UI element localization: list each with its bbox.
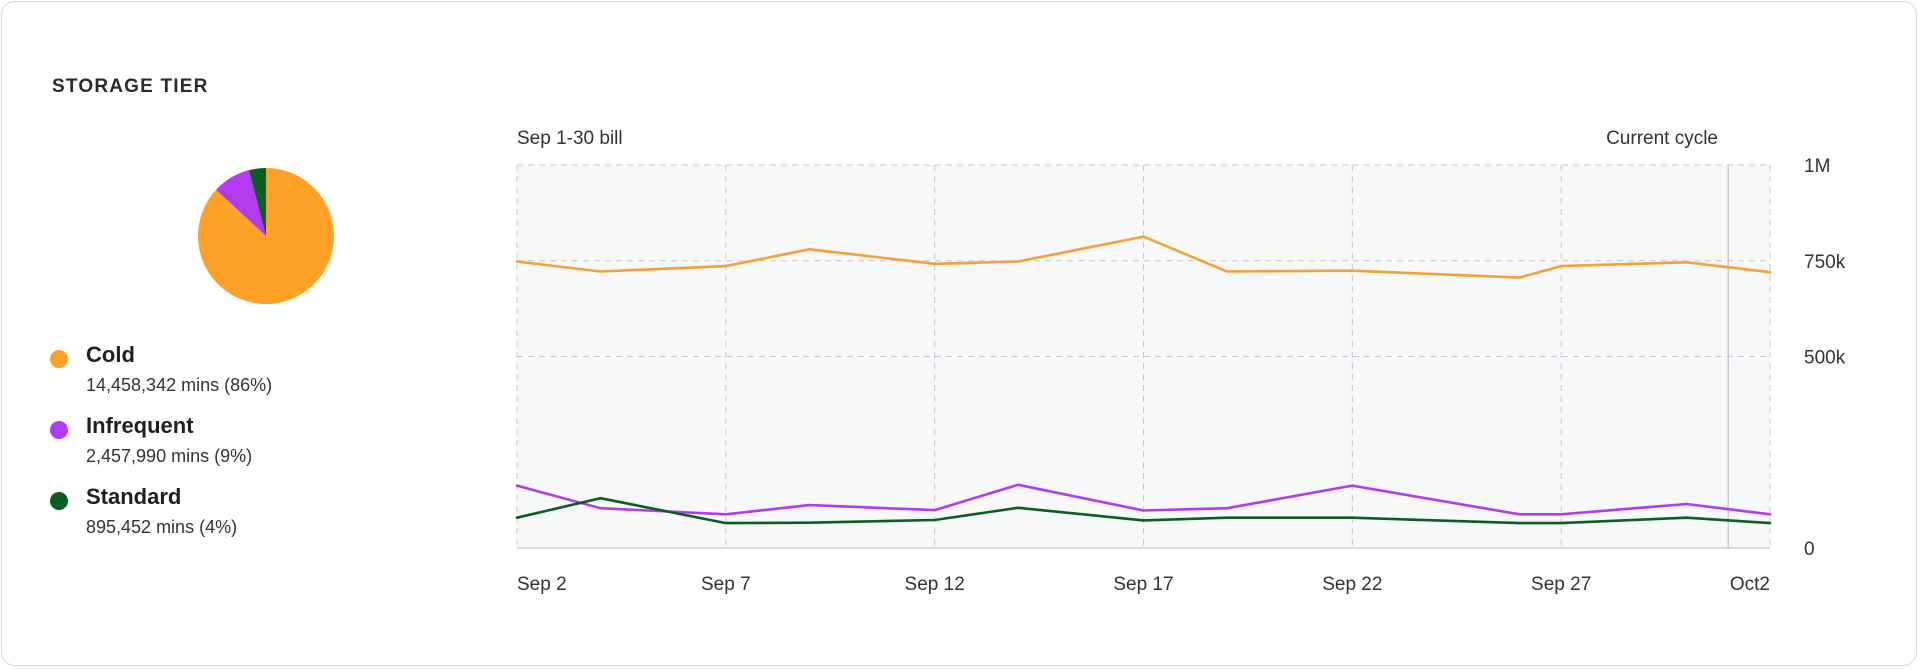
series-line-standard: [515, 496, 1772, 525]
y-tick-label: 1M: [1804, 156, 1830, 177]
y-tick-label: 500k: [1804, 348, 1846, 369]
bill-period-label: Sep 1-30 bill: [517, 128, 623, 149]
legend-label-cold: Cold: [86, 342, 135, 367]
x-tick-label: Sep 2: [517, 574, 567, 595]
legend-dot-standard: [50, 492, 68, 510]
storage-tier-pie-chart: [198, 168, 334, 304]
y-tick-label: 750k: [1804, 252, 1846, 273]
pie-slice-standard: [248, 168, 266, 236]
x-tick-label: Sep 17: [1113, 574, 1173, 595]
legend-dot-cold: [50, 350, 68, 368]
x-tick-label: Sep 22: [1322, 574, 1382, 595]
current-cycle-label: Current cycle: [1606, 128, 1718, 149]
legend-value-standard: 895,452 mins (4%): [86, 517, 238, 537]
series-line-infrequent: [515, 483, 1772, 516]
x-tick-label: Sep 27: [1531, 574, 1591, 595]
series-line-cold: [515, 235, 1772, 279]
x-tick-label: Sep 7: [701, 574, 751, 595]
x-tick-label: Sep 12: [905, 574, 965, 595]
pie-slice-infrequent: [216, 170, 266, 236]
legend-label-standard: Standard: [86, 484, 182, 509]
card-title: STORAGE TIER: [52, 76, 209, 97]
legend-value-cold: 14,458,342 mins (86%): [86, 375, 273, 395]
legend-value-infrequent: 2,457,990 mins (9%): [86, 446, 253, 466]
y-tick-label: 0: [1804, 539, 1815, 560]
legend-dot-infrequent: [50, 421, 68, 439]
x-tick-label: Oct2: [1730, 574, 1770, 595]
legend-label-infrequent: Infrequent: [86, 413, 194, 438]
